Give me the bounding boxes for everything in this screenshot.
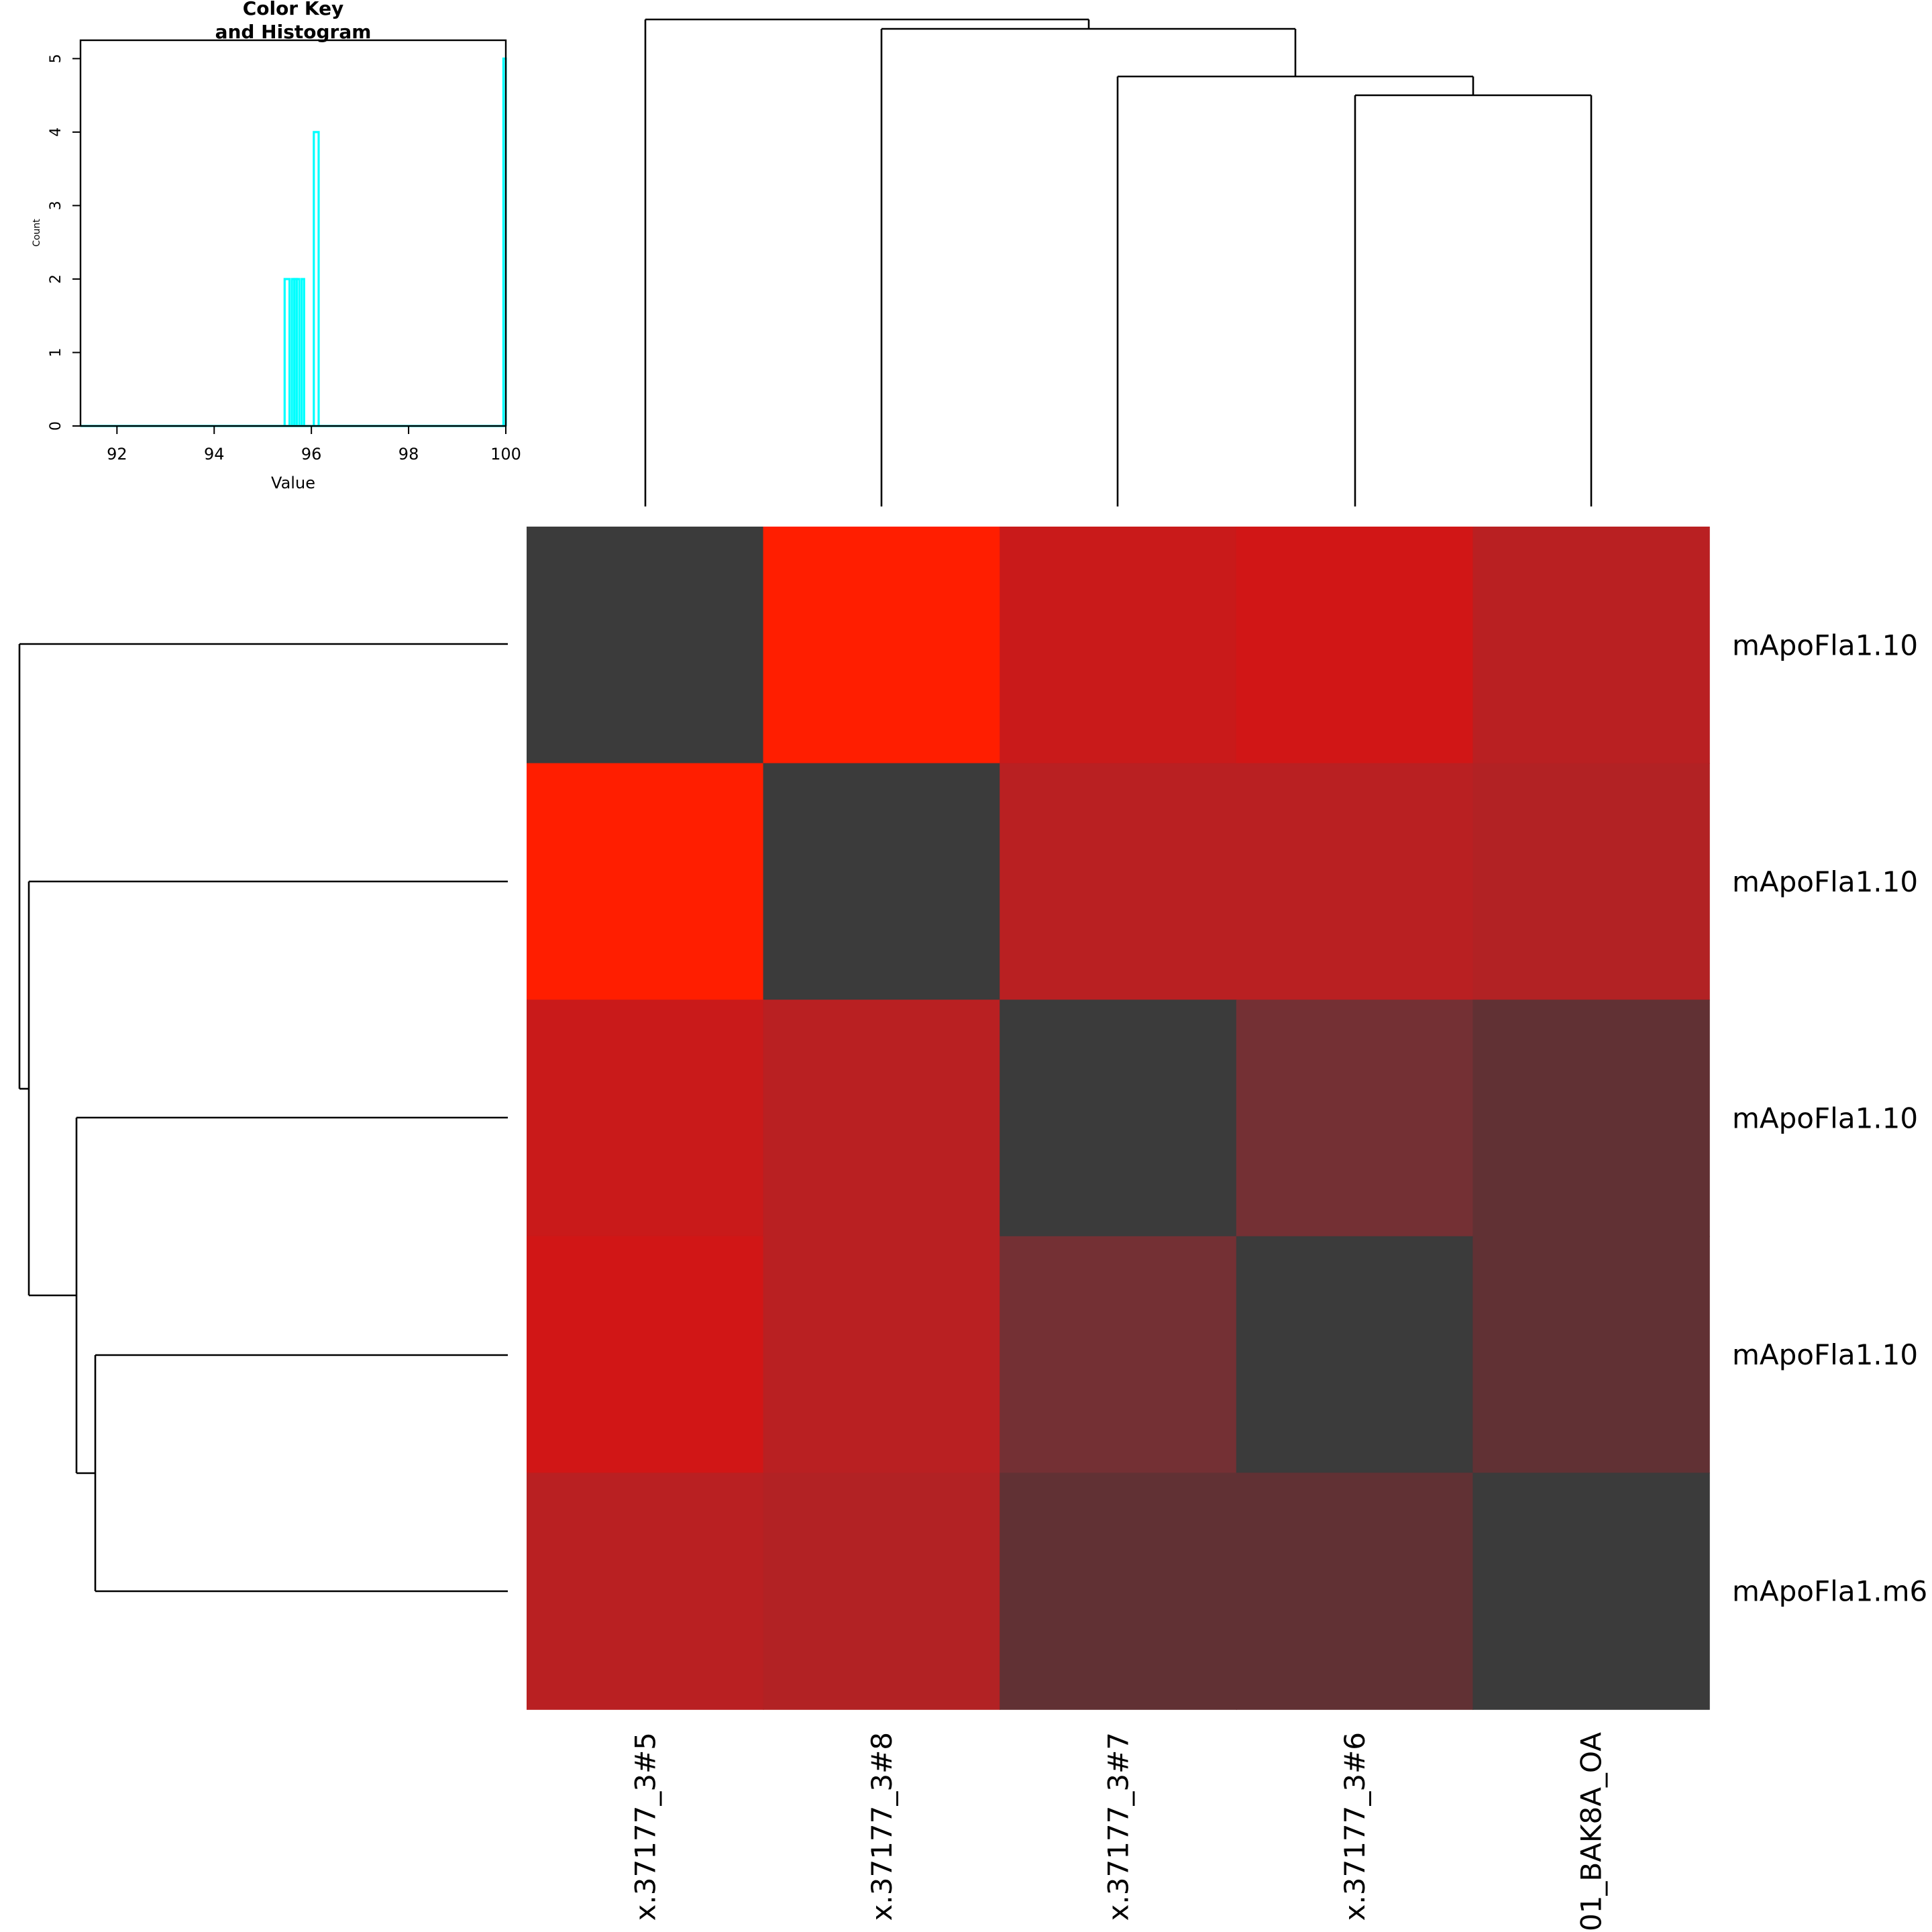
histogram-x-axis: 92 94 96 98 100 [107,425,521,464]
heatmap-cell [763,1236,1000,1474]
histogram-y-tick-label: 0 [48,421,64,431]
heatmap-cell [1236,1472,1474,1710]
heatmap-cell [527,1236,764,1474]
histogram-y-tick-label: 3 [48,201,64,210]
heatmap-cell [1472,1000,1710,1237]
heatmap-column-label: x.37177_3#5 [629,1732,661,1921]
heatmap-cell [1472,1472,1710,1710]
row-dendrogram [18,643,508,1593]
heatmap-cell [527,1000,764,1237]
heatmap-cells [527,527,1710,1710]
heatmap-cell [1000,1472,1237,1710]
heatmap-row-label: mApoFla1.10 [1732,1102,1918,1135]
heatmap-cell [1472,527,1710,764]
heatmap-cell [1472,1236,1710,1474]
histogram-bar [313,131,320,426]
histogram-y-axis-label: Count [32,219,42,247]
histogram-bar [295,278,301,426]
heatmap-row-label: mApoFla1.m6 [1732,1575,1927,1608]
heatmap-cell [763,1472,1000,1710]
histogram-plot [80,57,507,427]
heatmap-column-label: x.37177_3#6 [1338,1732,1371,1921]
histogram-frame [79,39,507,427]
heatmap-column-labels: x.37177_3#5 x.37177_3#8 x.37177_3#7 x.37177… [629,1732,1607,1931]
histogram-x-tick-label: 100 [490,445,521,464]
heatmap-cell [1000,527,1237,764]
histogram-x-tick-label: 94 [204,445,225,464]
heatmap-cell [527,1472,764,1710]
heatmap-cell [1000,1236,1237,1474]
heatmap-cell [763,1000,1000,1237]
heatmap-cell [763,763,1000,1000]
heatmap-cell [527,527,764,764]
heatmap-cell [1000,763,1237,1000]
histogram-y-tick-label: 2 [48,274,64,284]
histogram-y-tick-label: 5 [48,54,64,63]
color-key-title-line-2: and Histogram [215,21,372,43]
heatmap-cell [1236,1236,1474,1474]
heatmap-cell [1236,1000,1474,1237]
heatmap-column-label: x.37177_3#7 [1102,1732,1135,1921]
heatmap-cell [1000,1000,1237,1237]
histogram-x-axis-label: Value [271,474,315,492]
histogram-y-tick-label: 4 [48,127,64,137]
histogram-y-tick-label: 1 [48,348,64,358]
heatmap-cell [763,527,1000,764]
heatmap-cell [527,763,764,1000]
heatmap-row-labels: mApoFla1.10 mApoFla1.10 mApoFla1.10 mApoFla… [1732,629,1927,1607]
histogram-y-axis: 0 1 2 3 4 5 [48,54,81,431]
heatmap-cell [1472,763,1710,1000]
heatmap-row-label: mApoFla1.10 [1732,865,1918,898]
heatmap-column-label: 01_BAK8A_OA [1575,1732,1608,1931]
heatmap-cell [1236,527,1474,764]
heatmap-row-label: mApoFla1.10 [1732,629,1918,661]
color-key-title-line-1: Color Key [243,0,344,19]
histogram-x-tick-label: 92 [107,445,127,464]
heatmap-row-label: mApoFla1.10 [1732,1338,1918,1371]
heatmap-cell [1236,763,1474,1000]
column-dendrogram [644,18,1593,506]
histogram-bar [301,278,305,426]
histogram-bar [283,278,291,426]
histogram-x-tick-label: 96 [301,445,322,464]
heatmap-column-label: x.37177_3#8 [865,1732,898,1921]
color-key-histogram: Color Key and Histogram 92 94 96 98 100 0 1 2 3… [32,0,521,492]
histogram-x-tick-label: 98 [398,445,419,464]
